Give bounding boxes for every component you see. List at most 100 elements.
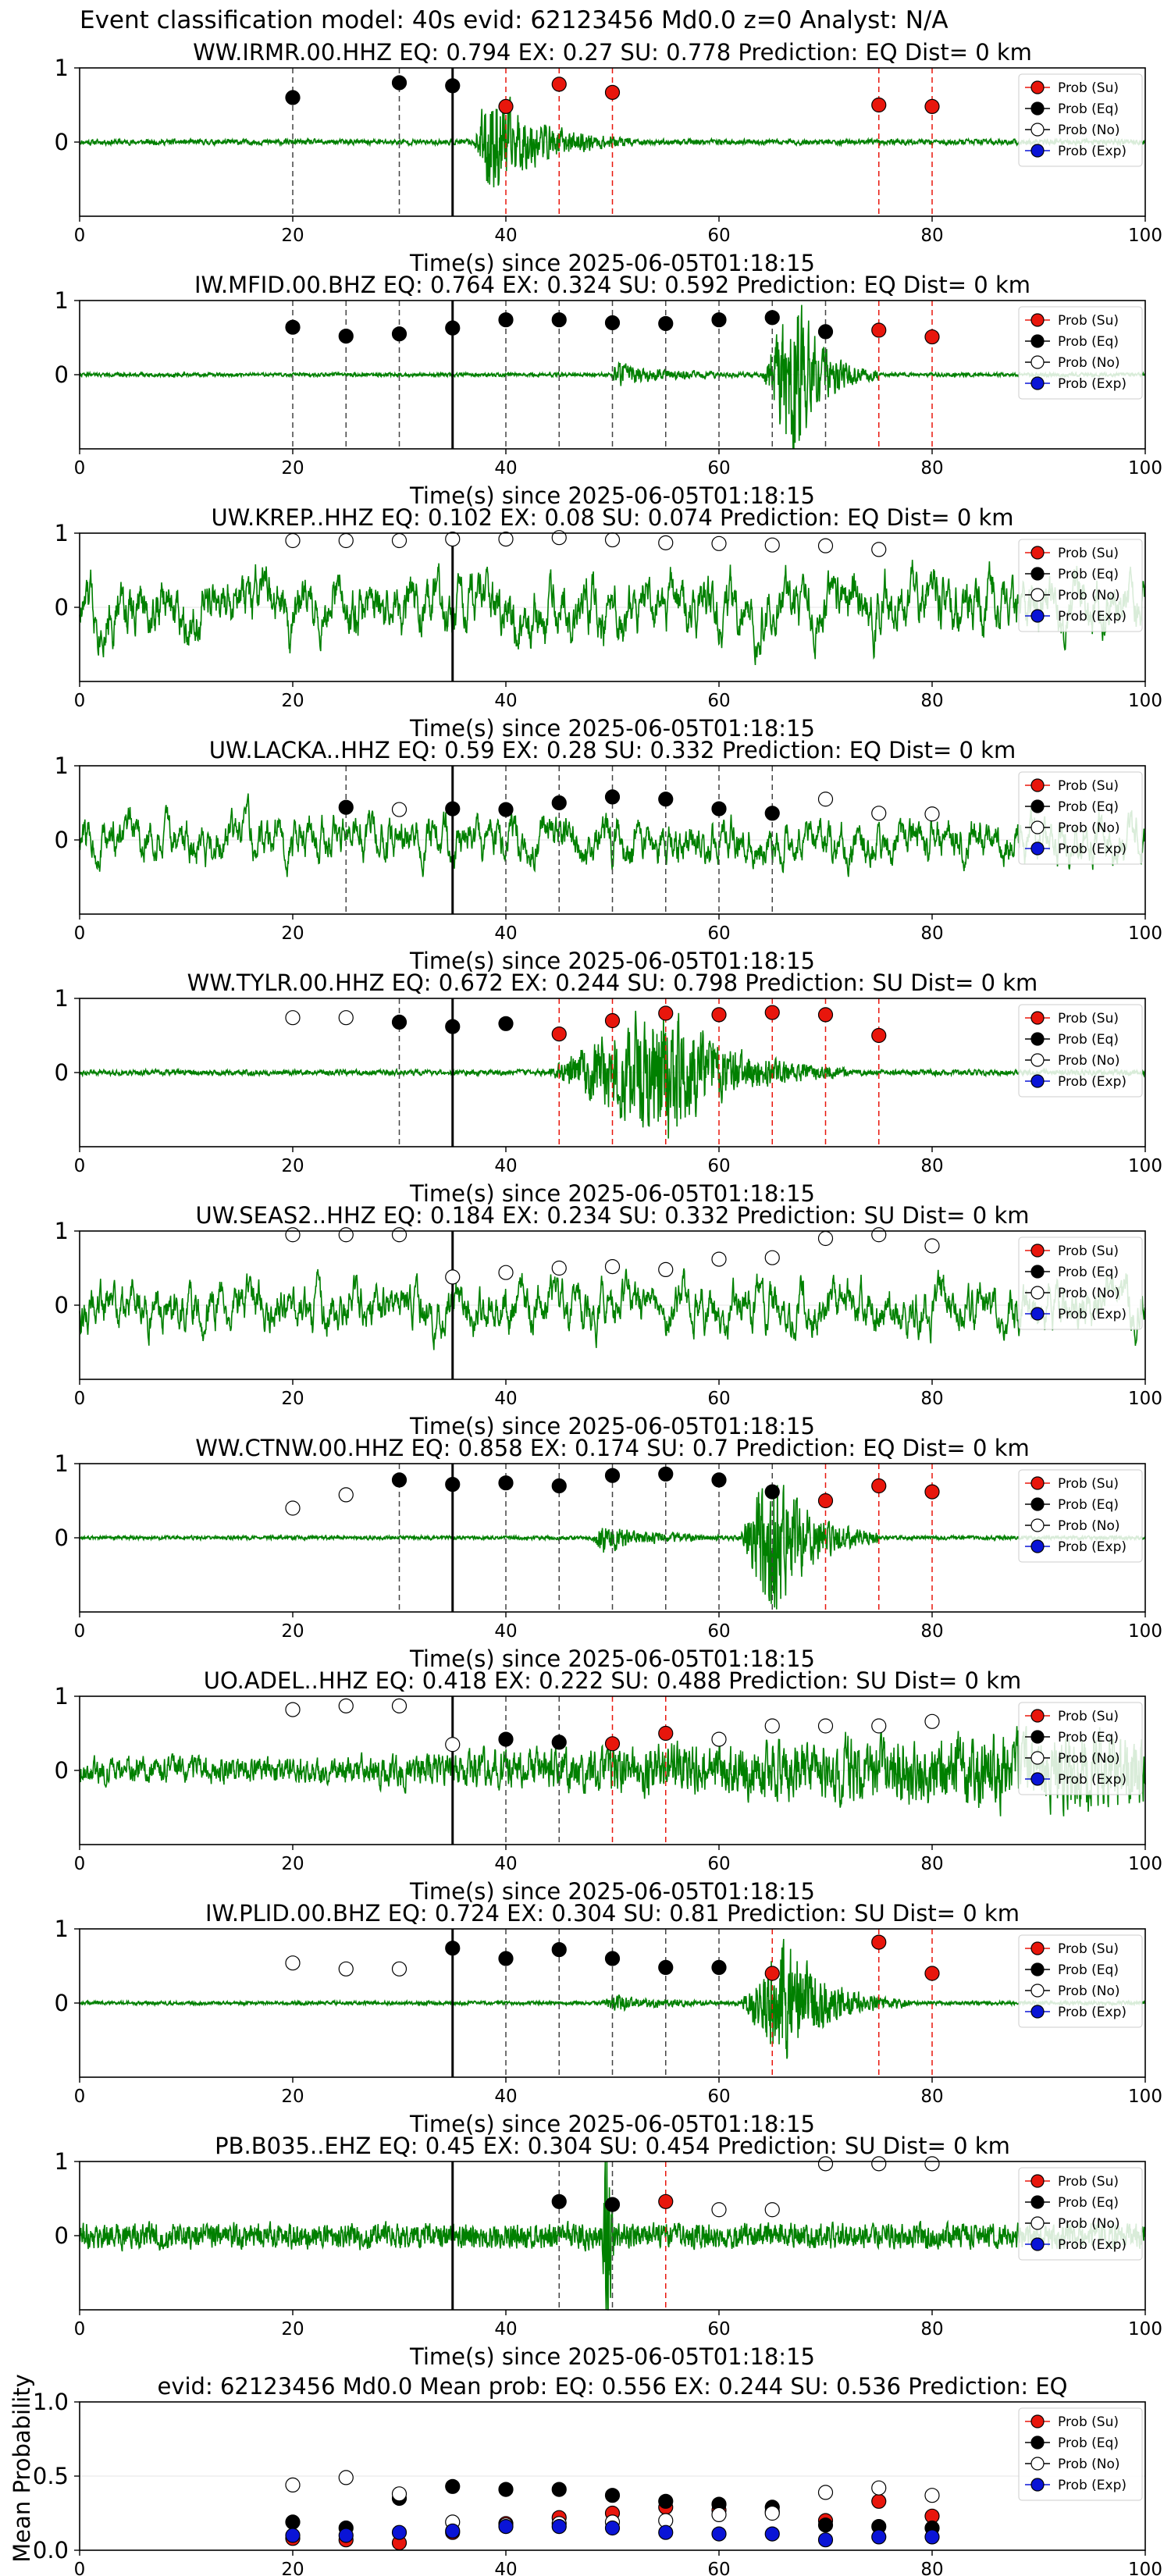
- probability-point: [498, 531, 514, 547]
- legend-marker: [1030, 313, 1045, 327]
- station-panel: Prob (Su) Prob (Eq) Prob (No) Prob (Exp) WW.…: [55, 1435, 1162, 1672]
- probability-point: [285, 1227, 301, 1243]
- probability-point: [445, 1941, 461, 1956]
- probability-point: [817, 2156, 834, 2172]
- panel-title: UW.KREP..HHZ EQ: 0.102 EX: 0.08 SU: 0.07…: [211, 504, 1013, 531]
- x-tick-label: 0: [74, 1156, 86, 1176]
- probability-point: [604, 1258, 621, 1275]
- legend-label: Prob (Su): [1058, 80, 1119, 96]
- probability-point: [498, 802, 514, 817]
- legend-marker: [1030, 1286, 1045, 1300]
- probability-point: [338, 1010, 354, 1026]
- probability-point: [391, 1472, 408, 1488]
- panel-title: evid: 62123456 Md0.0 Mean prob: EQ: 0.55…: [158, 2373, 1068, 2400]
- legend-marker: [1030, 123, 1045, 137]
- legend-label: Prob (No): [1058, 2216, 1120, 2232]
- legend-label: Prob (Exp): [1058, 609, 1127, 624]
- legend-marker: [1030, 1730, 1045, 1744]
- y-tick-label: 0: [55, 1990, 69, 2016]
- panel-title: WW.IRMR.00.HHZ EQ: 0.794 EX: 0.27 SU: 0.…: [193, 39, 1032, 66]
- station-panel: Prob (Su) Prob (Eq) Prob (No) Prob (Exp) IW.…: [55, 1900, 1162, 2137]
- probability-point: [551, 795, 567, 811]
- x-tick-label: 20: [281, 2087, 304, 2107]
- probability-point: [658, 1959, 674, 1975]
- y-tick-label: 1: [55, 753, 69, 779]
- y-tick-label: 0: [55, 1525, 69, 1551]
- x-tick-label: 0: [74, 691, 86, 711]
- probability-point: [871, 1478, 887, 1494]
- probability-point: [551, 1735, 567, 1750]
- legend-label: Prob (Exp): [1058, 1539, 1127, 1555]
- probability-point: [551, 1026, 567, 1042]
- mean-probability-point: [604, 2520, 621, 2536]
- x-axis-label: Time(s) since 2025-06-05T01:18:15: [409, 1180, 815, 1207]
- legend-label: Prob (No): [1058, 123, 1120, 138]
- mean-probability-point: [391, 2486, 408, 2502]
- legend-marker: [1030, 1074, 1045, 1088]
- legend-label: Prob (Su): [1058, 1709, 1119, 1724]
- x-tick-label: 0: [74, 2319, 86, 2339]
- mean-probability-point: [924, 2488, 940, 2503]
- x-tick-label: 20: [281, 458, 304, 479]
- mean-probability-point: [445, 2523, 461, 2539]
- probability-point: [764, 2202, 780, 2218]
- x-tick-label: 80: [920, 2087, 943, 2107]
- x-tick-label: 40: [494, 691, 517, 711]
- legend-label: Prob (Su): [1058, 778, 1119, 794]
- probability-point: [445, 1019, 461, 1034]
- probability-point: [658, 1466, 674, 1482]
- legend-marker: [1030, 2216, 1045, 2230]
- x-tick-label: 80: [920, 2319, 943, 2339]
- x-tick-label: 40: [494, 1389, 517, 1409]
- legend-marker: [1030, 2237, 1045, 2251]
- probability-point: [764, 1484, 780, 1500]
- probability-point: [871, 1934, 887, 1950]
- x-tick-label: 0: [74, 2560, 86, 2576]
- probability-point: [871, 542, 887, 557]
- legend-label: Prob (Exp): [1058, 1772, 1127, 1788]
- x-tick-label: 80: [920, 923, 943, 944]
- y-tick-label: 0: [55, 129, 69, 155]
- x-tick-label: 40: [494, 1621, 517, 1642]
- panel-title: UW.LACKA..HHZ EQ: 0.59 EX: 0.28 SU: 0.33…: [209, 737, 1016, 763]
- y-tick-label: 1: [55, 55, 69, 81]
- legend-marker: [1030, 334, 1045, 348]
- legend-box: [1018, 1469, 1143, 1563]
- x-axis-label: Time(s) since 2025-06-05T01:18:15: [409, 2343, 815, 2370]
- legend-marker: [1030, 778, 1045, 792]
- x-tick-label: 100: [1128, 458, 1162, 479]
- legend-label: Prob (Eq): [1058, 2195, 1119, 2211]
- y-tick-label: 0: [55, 827, 69, 853]
- legend-label: Prob (Exp): [1058, 2005, 1127, 2020]
- x-tick-label: 60: [707, 458, 730, 479]
- legend-label: Prob (Exp): [1058, 1307, 1127, 1322]
- x-tick-label: 100: [1128, 226, 1162, 246]
- mean-probability-point: [658, 2524, 674, 2540]
- probability-point: [285, 532, 301, 549]
- probability-point: [711, 535, 727, 551]
- x-tick-label: 80: [920, 1156, 943, 1176]
- x-tick-label: 0: [74, 923, 86, 944]
- legend-label: Prob (Su): [1058, 2174, 1119, 2190]
- legend-marker: [1030, 1751, 1045, 1765]
- x-tick-label: 100: [1128, 691, 1162, 711]
- probability-point: [445, 1737, 461, 1752]
- legend-marker: [1030, 1307, 1045, 1321]
- legend-marker: [1030, 1497, 1045, 1511]
- probability-point: [711, 2202, 727, 2218]
- legend-marker: [1030, 546, 1045, 560]
- legend-marker: [1030, 2478, 1045, 2492]
- legend-marker: [1030, 2174, 1045, 2188]
- y-axis-label: Mean Probability: [9, 2374, 35, 2563]
- probability-point: [338, 1227, 354, 1243]
- probability-point: [924, 1484, 940, 1500]
- legend-marker: [1030, 1244, 1045, 1258]
- legend-label: Prob (No): [1058, 1518, 1120, 1534]
- x-tick-label: 60: [707, 2087, 730, 2107]
- probability-point: [817, 324, 834, 340]
- legend-label: Prob (No): [1058, 355, 1120, 371]
- legend-box: [1018, 1934, 1143, 2028]
- x-axis-label: Time(s) since 2025-06-05T01:18:15: [409, 1878, 815, 1905]
- legend-box: [1018, 1702, 1143, 1795]
